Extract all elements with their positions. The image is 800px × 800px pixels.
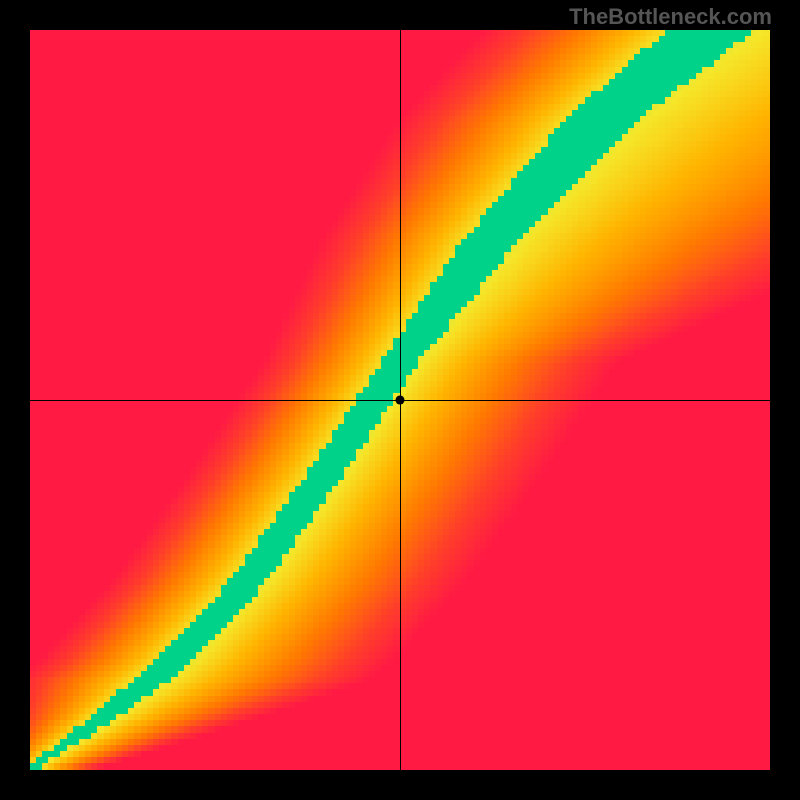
- watermark-text: TheBottleneck.com: [569, 4, 772, 30]
- bottleneck-heatmap: [30, 30, 770, 770]
